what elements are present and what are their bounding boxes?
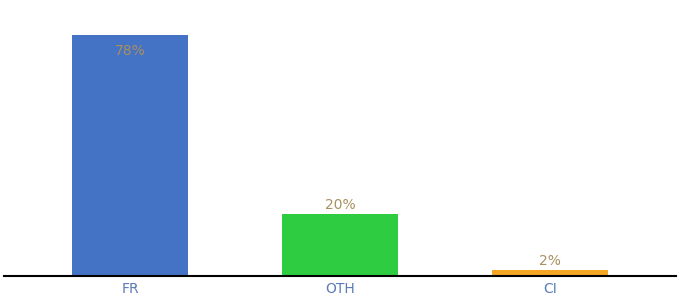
Bar [282,214,398,276]
Bar [72,35,188,276]
Text: 2%: 2% [539,254,561,268]
Text: 78%: 78% [115,44,146,58]
Text: 20%: 20% [324,198,356,212]
Bar [492,270,608,276]
